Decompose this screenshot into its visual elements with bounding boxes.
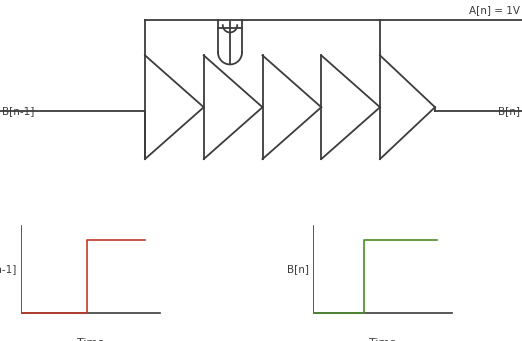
Text: Time: Time [77,339,104,341]
Text: Time: Time [369,339,396,341]
Text: B[n-1]: B[n-1] [2,106,34,116]
Text: B[n-1]: B[n-1] [0,265,17,275]
Text: B[n]: B[n] [287,265,309,275]
Text: A[n] = 1V: A[n] = 1V [469,5,520,15]
Text: B[n]: B[n] [498,106,520,116]
